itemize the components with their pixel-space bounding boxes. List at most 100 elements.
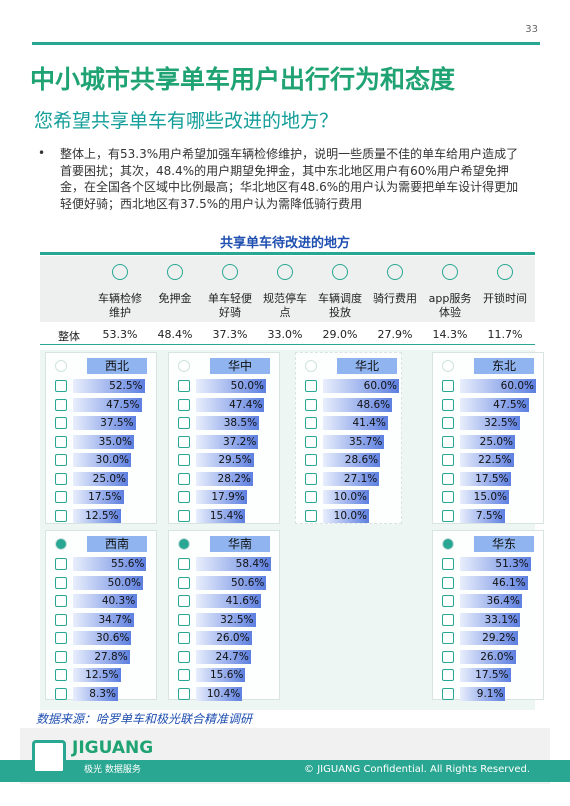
bar	[323, 490, 369, 504]
row-icon	[55, 509, 67, 522]
value-label: 25.0%	[479, 435, 513, 448]
row-icon	[442, 435, 454, 448]
row-icon	[55, 576, 67, 589]
bar	[460, 594, 522, 608]
row-icon	[442, 576, 454, 589]
value-label: 17.5%	[475, 669, 509, 681]
table-title: 共享单车待改进的地方	[219, 236, 350, 251]
region-marker	[55, 360, 67, 372]
row-icon	[442, 472, 454, 485]
bar	[323, 379, 399, 393]
overall-value: 37.3%	[212, 328, 248, 341]
value-label: 46.1%	[492, 576, 526, 589]
bar	[460, 397, 529, 412]
header-label: 车辆调度投放	[318, 292, 362, 319]
row-icon	[178, 380, 190, 392]
value-label: 48.6%	[356, 398, 391, 411]
value-label: 10.0%	[333, 509, 367, 522]
bar	[73, 434, 134, 449]
table-bottom-rule	[40, 344, 535, 345]
title: 中小城市共享单车用户出行行为和态度	[30, 65, 456, 94]
row-icon	[442, 650, 454, 663]
row-icon	[178, 398, 190, 411]
value-label: 26.0%	[480, 650, 514, 663]
row-icon	[178, 491, 190, 503]
overall-value: 29.0%	[322, 328, 358, 341]
value-label: 33.1%	[484, 613, 518, 626]
row-icon	[55, 669, 67, 681]
value-label: 26.0%	[216, 632, 250, 644]
region-marker	[178, 360, 190, 372]
overall-label: 整体	[58, 330, 80, 343]
row-icon	[305, 491, 317, 503]
bar	[196, 416, 260, 430]
value-label: 15.6%	[210, 669, 244, 681]
subtitle: 您希望共享单车有哪些改进的地方？	[34, 110, 339, 132]
overall-value: 48.4%	[157, 328, 193, 341]
row-icon	[442, 380, 454, 392]
value-label: 38.5%	[223, 417, 258, 429]
value-label: 47.5%	[106, 398, 140, 411]
bar	[196, 649, 251, 664]
region-name: 东北	[474, 358, 534, 374]
value-label: 10.4%	[206, 687, 241, 700]
source: 数据来源：哈罗单车和极光联合精准调研	[36, 712, 253, 726]
bar	[73, 397, 142, 412]
row-icon	[55, 398, 67, 411]
bar	[196, 379, 266, 393]
bar	[460, 649, 516, 664]
bar	[73, 649, 130, 664]
bullet-text: 整体上，有53.3%用户希望加强车辆检修维护，说明一些质量不佳的单车给用户造成了…	[60, 147, 519, 211]
bar	[323, 416, 388, 430]
value-label: 41.4%	[352, 417, 386, 429]
header-label: 骑行费用	[373, 292, 417, 305]
row-icon	[55, 613, 67, 626]
bar	[196, 631, 252, 645]
overall-value: 14.3%	[432, 328, 468, 341]
row-icon	[55, 632, 67, 644]
row-icon	[178, 509, 190, 522]
row-icon	[55, 417, 67, 429]
row-icon	[442, 687, 454, 700]
page-number: 33	[525, 24, 538, 35]
bar	[73, 612, 134, 627]
bar	[73, 453, 131, 467]
value-label: 12.5%	[85, 669, 119, 681]
header-icon	[497, 264, 513, 280]
bar	[73, 686, 118, 701]
header-icon	[387, 264, 403, 280]
row-icon	[178, 650, 190, 663]
bar	[73, 668, 121, 682]
value-label: 35.0%	[98, 435, 132, 448]
row-icon	[305, 380, 317, 392]
region-name: 西南	[87, 536, 147, 552]
bar	[460, 631, 518, 645]
value-label: 12.5%	[85, 509, 119, 522]
row-icon	[178, 417, 190, 429]
value-label: 28.2%	[217, 472, 251, 485]
bar	[460, 434, 515, 449]
value-label: 50.0%	[107, 576, 141, 589]
bar	[323, 453, 381, 467]
bar	[73, 379, 145, 393]
value-label: 58.4%	[235, 558, 270, 570]
header-label: 规范停车点	[263, 292, 307, 319]
row-icon	[178, 435, 190, 448]
row-icon	[178, 669, 190, 681]
row-icon	[178, 454, 190, 466]
value-label: 34.7%	[98, 613, 132, 626]
value-label: 50.0%	[230, 380, 264, 392]
value-label: 35.7%	[349, 435, 383, 448]
value-label: 47.4%	[229, 398, 263, 411]
bar	[460, 453, 514, 467]
row-icon	[55, 491, 67, 503]
bar	[460, 416, 520, 430]
value-label: 8.3%	[89, 687, 116, 700]
value-label: 51.3%	[495, 558, 529, 570]
row-icon	[442, 669, 454, 681]
row-icon	[305, 454, 317, 466]
row-icon	[178, 632, 190, 644]
header-label: 车辆检修维护	[98, 292, 142, 319]
value-label: 22.5%	[478, 454, 512, 466]
